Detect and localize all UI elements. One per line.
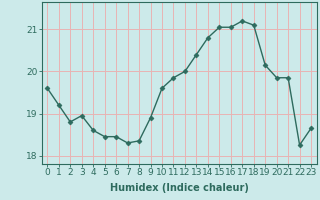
X-axis label: Humidex (Indice chaleur): Humidex (Indice chaleur) — [110, 183, 249, 193]
